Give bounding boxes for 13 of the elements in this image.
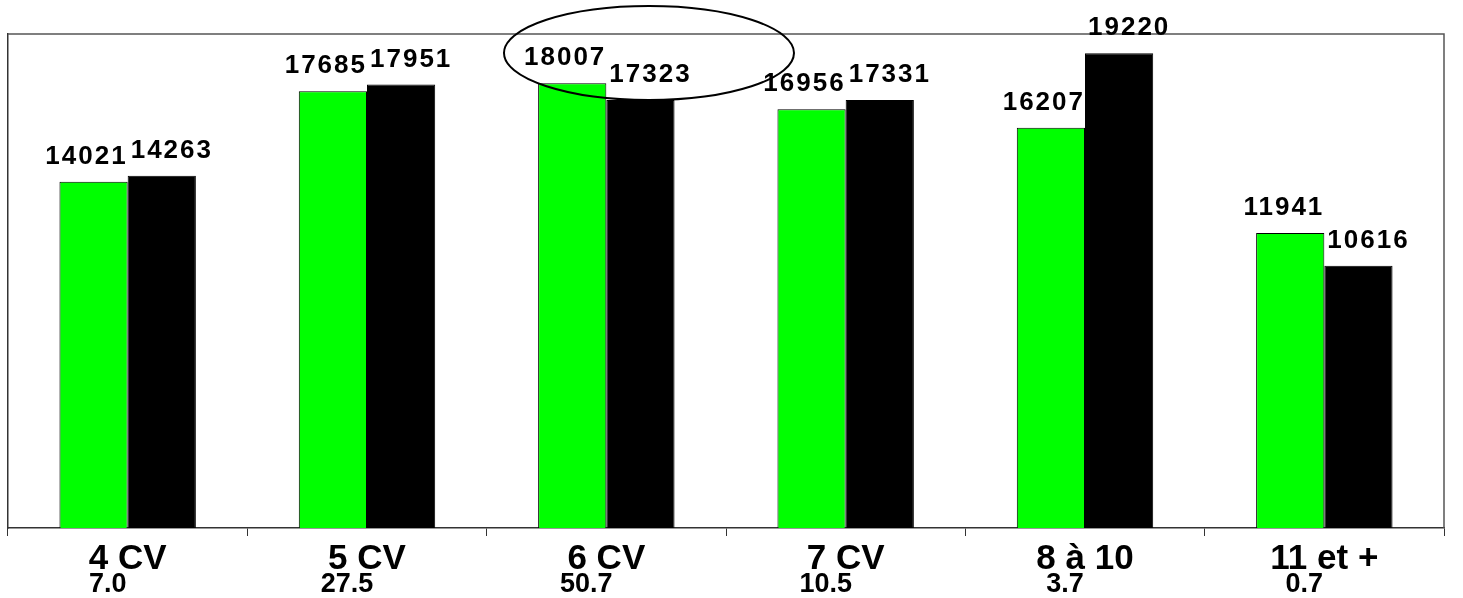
data-label: 17323 xyxy=(609,58,692,89)
data-label: 17331 xyxy=(848,58,931,89)
data-label: 16956 xyxy=(763,67,846,98)
bar xyxy=(845,99,914,528)
data-label: 14021 xyxy=(45,139,128,170)
data-label: 18007 xyxy=(524,41,607,72)
data-label: 19220 xyxy=(1088,11,1171,42)
data-label: 16207 xyxy=(1002,85,1085,116)
data-label: 17951 xyxy=(370,42,453,73)
data-label: 11941 xyxy=(1243,191,1325,222)
data-label: 10616 xyxy=(1327,223,1410,254)
data-label: 17685 xyxy=(284,49,367,80)
data-label: 14263 xyxy=(130,133,213,164)
